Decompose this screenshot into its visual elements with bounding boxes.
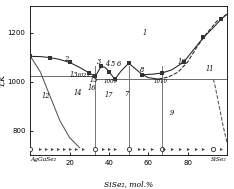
Text: 6: 6 xyxy=(117,60,121,68)
Text: 1021: 1021 xyxy=(77,73,91,78)
Text: 8: 8 xyxy=(140,66,145,74)
Text: 11: 11 xyxy=(205,65,214,73)
Text: 9: 9 xyxy=(170,109,174,117)
Text: 12: 12 xyxy=(42,92,50,100)
Text: AgGaSe₂: AgGaSe₂ xyxy=(30,157,57,162)
Text: 17: 17 xyxy=(105,91,113,99)
Text: 14: 14 xyxy=(73,89,82,97)
X-axis label: SiSe₂, mol.%: SiSe₂, mol.% xyxy=(104,180,153,188)
Text: SiSe₂: SiSe₂ xyxy=(211,157,227,162)
Text: 7: 7 xyxy=(125,90,129,98)
Text: 2: 2 xyxy=(64,55,68,63)
Text: 1009: 1009 xyxy=(104,79,118,84)
Text: 10: 10 xyxy=(178,58,186,66)
Text: 1010: 1010 xyxy=(153,79,167,84)
Text: 4: 4 xyxy=(105,60,109,68)
Text: 16: 16 xyxy=(87,84,96,92)
Text: 1: 1 xyxy=(142,29,146,37)
Y-axis label: T,K: T,K xyxy=(0,74,6,87)
Text: 13: 13 xyxy=(69,71,78,79)
Text: 15: 15 xyxy=(89,76,98,84)
Text: 5: 5 xyxy=(111,60,115,68)
Text: 3: 3 xyxy=(97,58,101,67)
